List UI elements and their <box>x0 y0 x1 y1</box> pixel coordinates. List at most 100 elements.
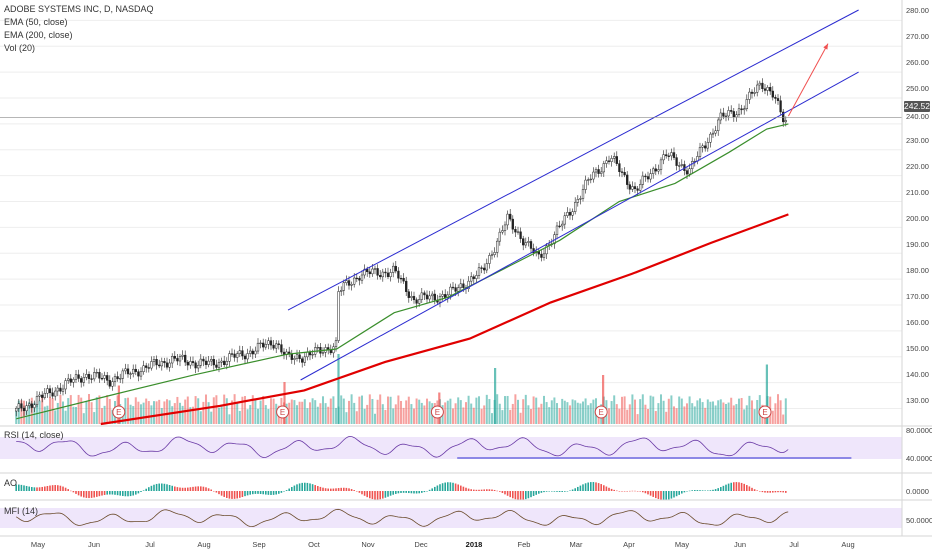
candle <box>613 156 616 159</box>
candle <box>680 164 683 166</box>
volume-bar <box>392 408 395 424</box>
candle <box>636 188 639 191</box>
ao-bar <box>478 489 480 491</box>
mfi-band <box>0 508 902 528</box>
volume-bar <box>329 398 332 424</box>
candle <box>618 163 621 173</box>
ao-bar <box>148 487 150 491</box>
ao-bar <box>49 485 51 491</box>
rsi-label: RSI (14, close) <box>4 430 64 440</box>
ao-bar <box>603 485 605 491</box>
x-tick-label: Mar <box>569 540 583 549</box>
ao-bar <box>709 490 712 491</box>
candle <box>308 351 312 356</box>
candle <box>129 373 132 375</box>
volume-bar <box>358 396 361 424</box>
ao-bar <box>605 486 608 491</box>
candle <box>173 356 176 359</box>
ao-bar <box>200 486 202 491</box>
candle <box>134 368 137 372</box>
ao-bar <box>668 491 670 500</box>
candle <box>753 92 756 94</box>
ao-bar <box>644 491 647 494</box>
x-tick-label: Aug <box>197 540 211 549</box>
candle <box>111 381 114 387</box>
x-tick-label: Aug <box>841 540 855 549</box>
ao-bar <box>348 488 350 491</box>
volume-bar <box>145 398 148 424</box>
volume-bar <box>355 411 358 424</box>
candle <box>256 342 260 352</box>
ao-bar <box>660 491 662 500</box>
ao-bar <box>517 491 519 500</box>
earnings-marker-label: E <box>762 408 767 417</box>
candle <box>56 387 59 392</box>
volume-spike <box>602 375 605 424</box>
volume-bar <box>192 406 194 424</box>
ao-bar <box>553 491 556 492</box>
ema50-legend: EMA (50, close) <box>4 17 68 27</box>
ao-bar <box>759 491 761 492</box>
volume-bar <box>696 400 699 424</box>
ao-bar <box>33 487 36 491</box>
candle <box>371 268 374 275</box>
candle <box>433 293 436 301</box>
candle <box>67 378 70 381</box>
ao-bar <box>51 485 54 491</box>
candle <box>155 359 158 366</box>
volume-bar <box>735 404 738 424</box>
earnings-marker-circle <box>276 405 290 419</box>
candle <box>685 170 689 175</box>
ao-bar <box>376 491 379 500</box>
ao-bar <box>254 491 257 494</box>
candle <box>654 168 657 172</box>
volume-bar <box>67 398 70 424</box>
ao-bar <box>530 491 532 498</box>
ao-bar <box>405 491 407 493</box>
candle <box>272 344 275 349</box>
volume-bar <box>361 395 363 424</box>
ao-bar <box>753 489 756 491</box>
ao-bar <box>88 491 90 499</box>
volume-bar <box>236 403 239 424</box>
ao-bar <box>283 491 285 492</box>
ao-bar <box>25 485 28 491</box>
ao-bar <box>210 489 212 491</box>
ao-bar <box>379 491 381 500</box>
ao-bar <box>387 491 389 497</box>
ao-bar <box>311 484 314 491</box>
ao-bar <box>314 485 316 491</box>
volume-bar <box>654 411 657 424</box>
ao-bar <box>491 489 493 491</box>
candle <box>77 374 80 379</box>
ao-bar <box>132 491 134 496</box>
candle <box>628 184 631 190</box>
volume-bar <box>459 400 462 424</box>
candles <box>15 78 787 417</box>
volume-bar <box>727 402 730 424</box>
volume-bar <box>316 406 319 424</box>
volume-bar <box>407 396 410 424</box>
ao-bar <box>163 483 166 491</box>
volume-bar <box>168 400 171 424</box>
volume-bar <box>423 405 426 424</box>
ao-bar <box>587 482 589 491</box>
ao-bar <box>613 489 615 491</box>
volume-bar <box>348 400 350 424</box>
ao-bar <box>681 491 683 494</box>
candle <box>191 361 195 364</box>
candle <box>22 407 26 412</box>
candle <box>646 176 650 180</box>
volume-bar <box>615 404 618 424</box>
ao-bar <box>340 487 342 491</box>
ao-bar <box>639 491 641 492</box>
volume-bar <box>353 402 356 424</box>
volume-bar <box>33 402 36 424</box>
ao-bar <box>127 491 129 497</box>
ao-bar <box>592 482 595 491</box>
volume-bar <box>238 410 241 424</box>
ao-bar <box>31 487 33 491</box>
volume-bar <box>368 394 371 424</box>
volume-bar <box>777 394 779 424</box>
